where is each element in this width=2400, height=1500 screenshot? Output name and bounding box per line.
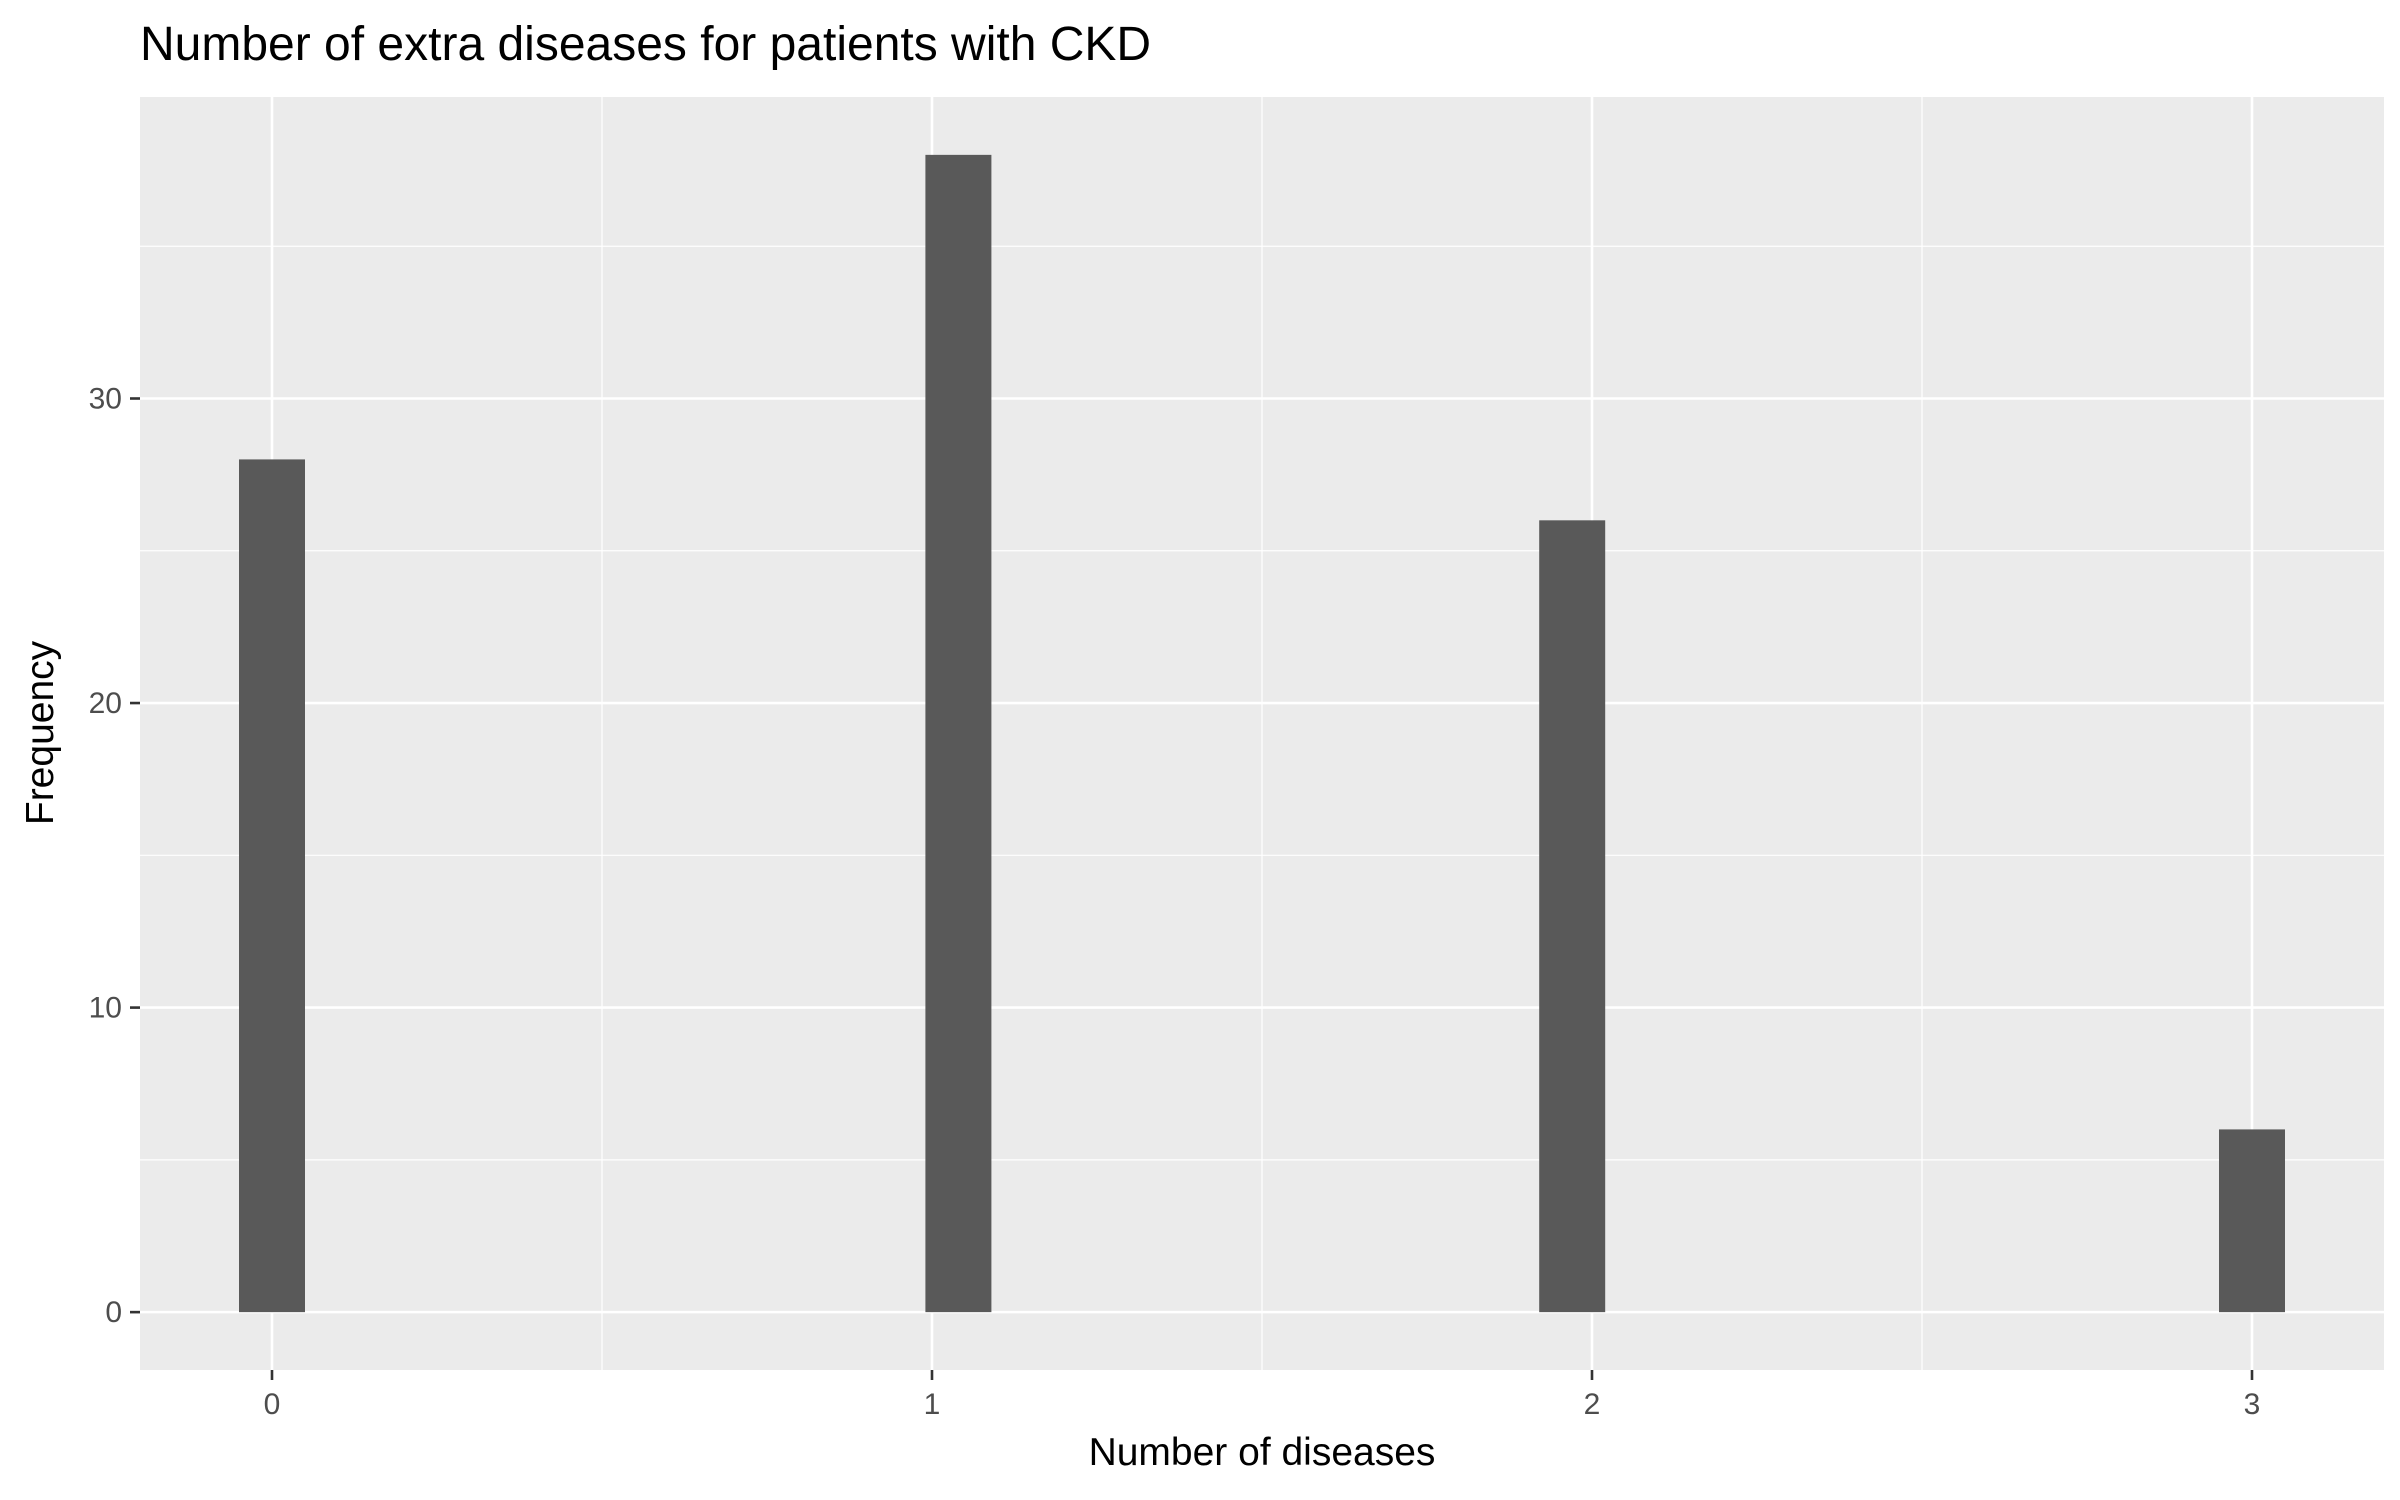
bar (925, 154, 992, 1313)
y-axis-title: Frequency (19, 640, 62, 825)
x-tick-label: 1 (924, 1388, 941, 1421)
x-tick-label: 0 (264, 1388, 281, 1421)
chart-title: Number of extra diseases for patients wi… (140, 18, 1151, 71)
grid-minor-lines (140, 97, 2384, 1370)
x-tick-label: 3 (2244, 1388, 2261, 1421)
bar (239, 459, 305, 1313)
y-tick-label: 0 (105, 1296, 122, 1329)
y-axis: 0 10 20 30 (89, 383, 140, 1329)
y-tick-label: 10 (89, 992, 122, 1025)
bar (2219, 1129, 2285, 1313)
x-axis: 0 1 2 3 (264, 1370, 2261, 1421)
x-axis-title: Number of diseases (1089, 1431, 1436, 1474)
y-tick-label: 20 (89, 687, 122, 720)
x-tick-label: 2 (1584, 1388, 1601, 1421)
y-tick-label: 30 (89, 383, 122, 416)
bar (1539, 520, 1606, 1313)
bars (239, 154, 2285, 1313)
